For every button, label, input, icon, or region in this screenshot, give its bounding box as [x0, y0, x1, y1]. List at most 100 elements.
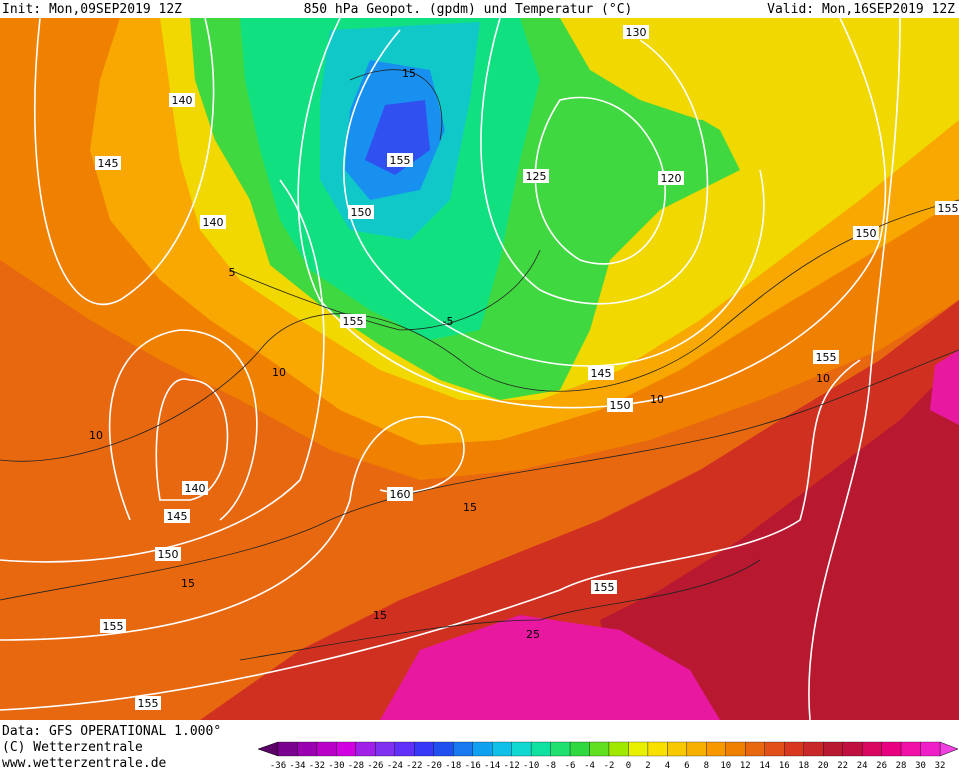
- colorbar-tick-label: -18: [445, 761, 461, 770]
- label-text: -5: [443, 315, 454, 328]
- colorbar-tick-label: -22: [406, 761, 422, 770]
- temperature-label: -5: [443, 315, 454, 328]
- colorbar-tick-label: -32: [309, 761, 325, 770]
- colorbar-tick-label: 4: [665, 761, 670, 770]
- label-box: [182, 481, 208, 495]
- label-box: [591, 580, 617, 594]
- colorbar-segment: [803, 741, 824, 757]
- label-text: 10: [89, 429, 103, 442]
- geopotential-label: 155: [340, 314, 366, 328]
- label-text: 150: [351, 206, 372, 219]
- label-text: 150: [158, 548, 179, 561]
- geopotential-label: 155: [813, 350, 839, 364]
- colorbar-segment: [725, 741, 746, 757]
- label-text: 155: [138, 697, 159, 710]
- init-time: Init: Mon,09SEP2019 12Z: [2, 2, 182, 17]
- colorbar-segment: [745, 741, 765, 757]
- label-text: 15: [463, 501, 477, 514]
- geopotential-label: 155: [135, 696, 161, 710]
- colorbar-tick-label: 6: [684, 761, 689, 770]
- temperature-label: 25: [526, 628, 540, 641]
- geopotential-label: 155: [100, 619, 126, 633]
- colorbar-tick-label: -6: [565, 761, 576, 770]
- colorbar-tick-label: -16: [465, 761, 481, 770]
- label-text: 140: [185, 482, 206, 495]
- geopotential-label: 150: [853, 226, 879, 240]
- colorbar-tick-label: 16: [779, 761, 790, 770]
- colorbar-tick-label: -28: [348, 761, 364, 770]
- label-text: 145: [98, 157, 119, 170]
- colorbar-tick-label: -34: [289, 761, 305, 770]
- colorbar-segment: [784, 741, 804, 757]
- colorbar-tick-label: 0: [626, 761, 631, 770]
- colorbar-tick-label: -2: [604, 761, 615, 770]
- map: [0, 18, 959, 720]
- label-box: [813, 350, 839, 364]
- geopotential-label: 125: [523, 169, 549, 183]
- geopotential-label: 155: [387, 153, 413, 167]
- colorbar-tick-label: -10: [523, 761, 539, 770]
- label-box: [100, 619, 126, 633]
- label-box: [658, 171, 684, 185]
- colorbar-tick-label: -8: [545, 761, 556, 770]
- colorbar-tick-label: -4: [584, 761, 595, 770]
- colorbar-segment: [550, 741, 571, 757]
- label-box: [607, 398, 633, 412]
- temperature-label: 10: [272, 366, 286, 379]
- label-box: [387, 487, 413, 501]
- colorbar-tick-label: 24: [857, 761, 868, 770]
- label-text: 155: [816, 351, 837, 364]
- website: www.wetterzentrale.de: [2, 756, 167, 770]
- label-box: [169, 93, 195, 107]
- label-box: [588, 366, 614, 380]
- colorbar-segment: [823, 741, 843, 757]
- label-text: 155: [343, 315, 364, 328]
- temperature-label: 10: [816, 372, 830, 385]
- colorbar-segment: [336, 741, 357, 757]
- label-text: 150: [610, 399, 631, 412]
- geopotential-label: 140: [169, 93, 195, 107]
- geopotential-label: 155: [935, 201, 959, 215]
- geopotential-label: 145: [95, 156, 121, 170]
- colorbar-segment: [472, 741, 493, 757]
- temperature-label: 15: [463, 501, 477, 514]
- colorbar-tick-label: 2: [645, 761, 650, 770]
- label-text: 15: [402, 67, 416, 80]
- colorbar-segment: [511, 741, 532, 757]
- label-box: [623, 25, 649, 39]
- label-text: 155: [103, 620, 124, 633]
- colorbar-tick-label: 12: [740, 761, 751, 770]
- label-text: 125: [526, 170, 547, 183]
- colorbar-segment: [764, 741, 785, 757]
- valid-time: Valid: Mon,16SEP2019 12Z: [767, 2, 955, 17]
- colorbar-segment: [433, 741, 454, 757]
- geopotential-label: 120: [658, 171, 684, 185]
- colorbar-segment: [881, 741, 902, 757]
- colorbar-tick-label: 10: [720, 761, 731, 770]
- data-source: Data: GFS OPERATIONAL 1.000°: [2, 724, 221, 739]
- colorbar-tick-label: 20: [818, 761, 829, 770]
- map-title: 850 hPa Geopot. (gpdm) und Temperatur (°…: [304, 2, 633, 17]
- colorbar-segment: [667, 741, 688, 757]
- colorbar-segment: [706, 741, 726, 757]
- label-text: 10: [272, 366, 286, 379]
- label-text: 155: [390, 154, 411, 167]
- colorbar-segment: [316, 741, 337, 757]
- label-text: 15: [373, 609, 387, 622]
- colorbar-tick-label: -26: [367, 761, 383, 770]
- label-text: 5: [229, 266, 236, 279]
- colorbar-segment: [530, 741, 551, 757]
- colorbar-segment: [492, 741, 512, 757]
- label-box: [95, 156, 121, 170]
- label-box: [200, 215, 226, 229]
- temperature-label: 15: [373, 609, 387, 622]
- colorbar-segment: [394, 741, 415, 757]
- colorbar-tick-label: 14: [759, 761, 770, 770]
- temperature-label: 5: [229, 266, 236, 279]
- colorbar-tick-label: -36: [270, 761, 286, 770]
- temperature-label: 10: [650, 393, 664, 406]
- colorbar-tick-label: 28: [896, 761, 907, 770]
- colorbar-tick-label: -12: [504, 761, 520, 770]
- label-text: 15: [181, 577, 195, 590]
